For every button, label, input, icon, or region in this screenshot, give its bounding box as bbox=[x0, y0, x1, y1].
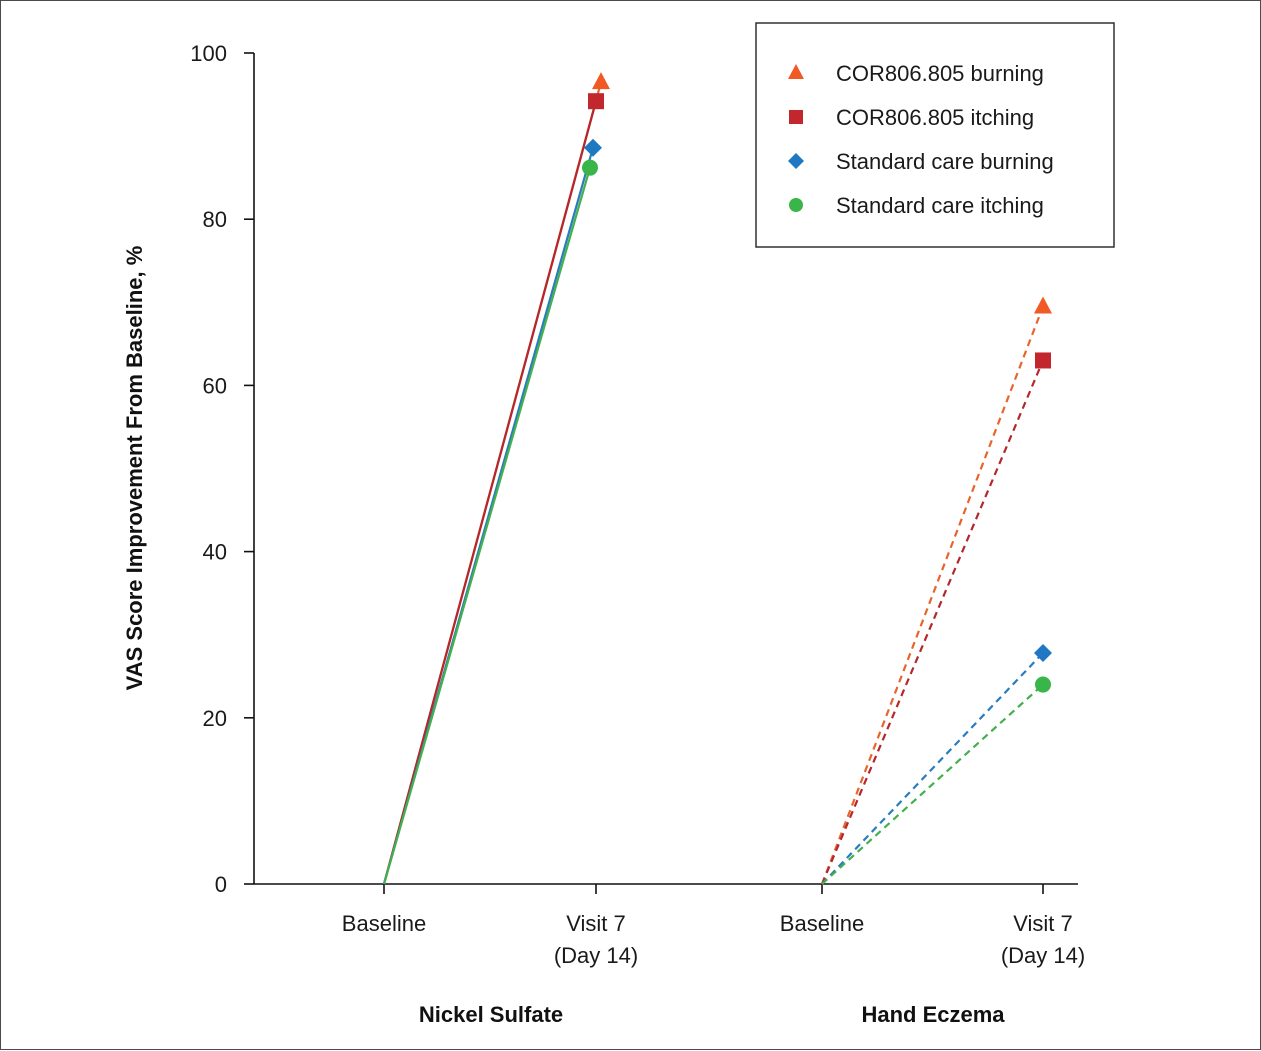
series-line bbox=[382, 167, 592, 885]
legend-label: Standard care itching bbox=[836, 193, 1044, 218]
y-axis-title: VAS Score Improvement From Baseline, % bbox=[122, 246, 147, 691]
circle-marker bbox=[789, 198, 803, 212]
diamond-marker bbox=[1034, 643, 1052, 662]
x-tick-label: Baseline bbox=[342, 911, 426, 936]
legend-label: Standard care burning bbox=[836, 149, 1054, 174]
x-tick-label: Visit 7 bbox=[1013, 911, 1073, 936]
series-markers bbox=[582, 72, 1052, 693]
x-tick-label-secondary: (Day 14) bbox=[554, 943, 638, 968]
legend-box bbox=[755, 22, 1115, 248]
circle-marker bbox=[1035, 676, 1051, 693]
series-line bbox=[821, 683, 1044, 885]
group-label: Nickel Sulfate bbox=[419, 1002, 563, 1027]
series-lines bbox=[382, 81, 1045, 885]
triangle-marker bbox=[592, 72, 610, 90]
y-ticks: 0 20 40 60 80 100 bbox=[190, 41, 254, 897]
group-labels: Nickel Sulfate Hand Eczema bbox=[419, 1002, 1005, 1027]
y-tick-label: 40 bbox=[203, 540, 227, 565]
series-line bbox=[821, 652, 1044, 885]
x-tick-label: Baseline bbox=[780, 911, 864, 936]
x-tick-label-secondary: (Day 14) bbox=[1001, 943, 1085, 968]
legend-label: COR806.805 burning bbox=[836, 61, 1044, 86]
legend-label: COR806.805 itching bbox=[836, 105, 1034, 130]
legend: COR806.805 burning COR806.805 itching Stan… bbox=[755, 22, 1115, 248]
y-tick-label: 0 bbox=[215, 872, 227, 897]
series-line bbox=[820, 306, 1045, 885]
axes bbox=[253, 53, 1078, 885]
y-tick-label: 60 bbox=[203, 373, 227, 398]
y-tick-label: 100 bbox=[190, 41, 227, 66]
y-tick-label: 80 bbox=[203, 207, 227, 232]
group-label: Hand Eczema bbox=[861, 1002, 1005, 1027]
y-tick-label: 20 bbox=[203, 706, 227, 731]
triangle-marker bbox=[1034, 296, 1052, 314]
series-line bbox=[820, 360, 1045, 885]
series-line bbox=[382, 100, 598, 885]
square-marker bbox=[588, 93, 604, 110]
x-ticks: Baseline Visit 7 (Day 14) Baseline Visit 7 (D… bbox=[342, 884, 1085, 968]
square-marker bbox=[1035, 352, 1051, 369]
x-tick-label: Visit 7 bbox=[566, 911, 626, 936]
circle-marker bbox=[582, 159, 598, 176]
diamond-marker bbox=[584, 138, 602, 157]
diamond-marker bbox=[788, 153, 804, 169]
legend-items: COR806.805 burning COR806.805 itching Stan… bbox=[788, 61, 1054, 218]
triangle-marker bbox=[788, 64, 804, 79]
square-marker bbox=[789, 110, 803, 124]
